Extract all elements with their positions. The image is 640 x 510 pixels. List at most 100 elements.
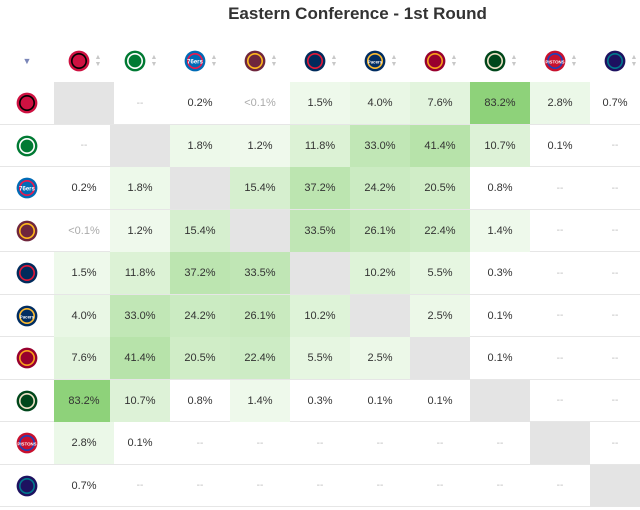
probability-cell: 0.1% (487, 352, 513, 364)
sort-icon[interactable]: ▲ ▼ (450, 54, 458, 68)
probability-cell: 83.2% (54, 379, 114, 422)
probability-cell: -- (436, 437, 444, 449)
column-header-bucks[interactable]: ▲ ▼ (470, 40, 530, 82)
sort-desc-icon[interactable]: ▼ (22, 56, 32, 66)
probability-cell: 33.0% (350, 124, 410, 167)
probability-cell: 10.2% (350, 252, 410, 294)
table-row-raptors: -- 0.2% <0.1% 1.5% 4.0% 7.6% 83.2% 2.8% 0.7% (0, 82, 640, 125)
probability-cell: -- (556, 480, 564, 491)
probability-cell: -- (611, 352, 619, 364)
probability-cell: -- (611, 437, 619, 449)
probability-cell: 20.5% (170, 337, 230, 379)
probability-cell: 2.5% (410, 294, 470, 337)
probability-cell: 5.5% (410, 252, 470, 294)
probability-cell: <0.1% (244, 97, 276, 109)
sort-column-header[interactable]: ▼ (0, 40, 54, 82)
probability-cell: 33.0% (110, 294, 170, 337)
probability-cell: -- (556, 352, 564, 364)
column-header-hornets[interactable]: ▲ ▼ (590, 40, 640, 82)
probability-cell: 0.8% (487, 182, 513, 194)
column-header-wizards[interactable]: ▲ ▼ (290, 40, 350, 82)
column-header-celtics[interactable]: ▲ ▼ (110, 40, 170, 82)
probability-cell: 0.1% (427, 394, 453, 407)
probability-cell: -- (316, 437, 324, 449)
probability-cell: -- (611, 395, 619, 406)
table-row-76ers: 76ers 0.2% 1.8% 15.4% 37.2% 24.2% 20.5% 0.8% -- -… (0, 167, 640, 210)
self-cell (290, 252, 350, 294)
self-cell (590, 464, 640, 507)
hornets-logo-icon (603, 49, 627, 73)
76ers-logo-icon: 76ers (0, 167, 54, 209)
column-header-heat[interactable]: ▲ ▼ (410, 40, 470, 82)
probability-cell: -- (611, 310, 619, 321)
76ers-logo-icon: 76ers (183, 49, 207, 73)
probability-cell: 0.1% (547, 139, 573, 152)
celtics-logo-icon (123, 49, 147, 73)
probability-cell: -- (436, 480, 444, 491)
probability-cell: -- (611, 182, 619, 194)
sort-icon[interactable]: ▲ ▼ (330, 54, 338, 68)
probability-cell: 26.1% (350, 209, 410, 252)
table-row-pacers: Pacers 4.0% 33.0% 24.2% 26.1% 10.2% 2.5% 0.1% --… (0, 294, 640, 337)
wizards-logo-icon (303, 49, 327, 73)
sort-icon[interactable]: ▲ ▼ (150, 54, 158, 68)
probability-cell: 15.4% (170, 209, 230, 252)
probability-cell: 11.8% (290, 124, 350, 167)
table-row-hornets: 0.7% -- -- -- -- -- -- -- -- (0, 464, 640, 507)
probability-cell: 0.3% (307, 394, 333, 407)
probability-cell: 7.6% (410, 82, 470, 124)
probability-cell: 83.2% (470, 82, 530, 124)
probability-cell: 1.5% (290, 82, 350, 124)
probability-cell: 24.2% (170, 294, 230, 337)
probability-cell: 7.6% (54, 337, 114, 379)
probability-cell: 22.4% (410, 209, 470, 252)
team-logo-text: Pacers (367, 59, 382, 64)
probability-cell: 1.5% (54, 252, 114, 294)
table-row-celtics: -- 1.8% 1.2% 11.8% 33.0% 41.4% 10.7% 0.1% -- (0, 124, 640, 167)
sort-icon[interactable]: ▲ ▼ (270, 54, 278, 68)
heat-logo-icon (0, 337, 54, 379)
probability-cell: 5.5% (290, 337, 350, 379)
probability-cell: -- (316, 480, 324, 491)
probability-cell: 2.8% (54, 422, 114, 464)
column-header-cavaliers[interactable]: ▲ ▼ (230, 40, 290, 82)
table-row-pistons: PISTONS 2.8% 0.1% -- -- -- -- -- -- -- (0, 422, 640, 465)
self-cell (230, 209, 290, 252)
sort-icon[interactable]: ▲ ▼ (390, 54, 398, 68)
probability-cell: <0.1% (68, 224, 100, 237)
probability-cell: -- (556, 310, 564, 321)
pacers-logo-icon: Pacers (363, 49, 387, 73)
probability-cell: 0.3% (487, 267, 513, 279)
table-row-heat: 7.6% 41.4% 20.5% 22.4% 5.5% 2.5% 0.1% -- -- (0, 337, 640, 380)
self-cell (410, 337, 470, 379)
sort-icon[interactable]: ▲ ▼ (510, 54, 518, 68)
probability-cell: 1.2% (230, 124, 290, 167)
column-header-76ers[interactable]: 76ers ▲ ▼ (170, 40, 230, 82)
sort-icon[interactable]: ▲ ▼ (210, 54, 218, 68)
probability-cell: 26.1% (230, 294, 290, 337)
team-logo-text: 76ers (187, 59, 203, 65)
sort-icon[interactable]: ▲ ▼ (94, 54, 102, 68)
probability-cell: 10.2% (290, 294, 350, 337)
sort-icon[interactable]: ▲ ▼ (570, 54, 578, 68)
probability-cell: 0.1% (127, 437, 153, 449)
probability-cell: 41.4% (410, 124, 470, 167)
table-row-wizards: 1.5% 11.8% 37.2% 33.5% 10.2% 5.5% 0.3% -- -- (0, 252, 640, 295)
team-logo-text: PISTONS (17, 441, 36, 446)
probability-cell: 0.1% (367, 394, 393, 407)
probability-cell: 4.0% (54, 294, 114, 337)
probability-cell: 22.4% (230, 337, 290, 379)
cavaliers-logo-icon (243, 49, 267, 73)
column-header-pacers[interactable]: Pacers ▲ ▼ (350, 40, 410, 82)
pacers-logo-icon: Pacers (0, 295, 54, 337)
probability-cell: -- (556, 267, 564, 279)
probability-cell: 1.8% (170, 124, 230, 167)
probability-cell: 10.7% (470, 124, 530, 167)
column-header-raptors[interactable]: ▲ ▼ (54, 40, 114, 82)
probability-cell: -- (256, 480, 264, 491)
heat-logo-icon (423, 49, 447, 73)
sort-icon[interactable]: ▲ ▼ (630, 54, 638, 68)
column-header-pistons[interactable]: PISTONS ▲ ▼ (530, 40, 590, 82)
probability-cell: 10.7% (110, 379, 170, 422)
probability-cell: 1.2% (110, 209, 170, 252)
